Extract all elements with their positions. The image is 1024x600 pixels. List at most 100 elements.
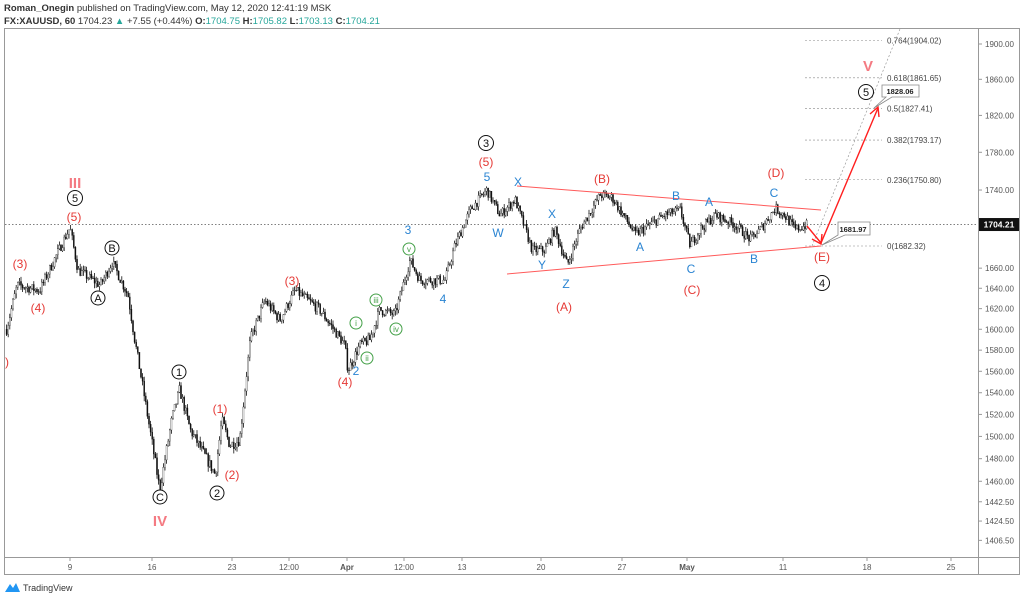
candle-body — [153, 439, 155, 455]
candle-body — [719, 212, 721, 223]
candle-body — [33, 284, 35, 291]
wave-circle — [171, 364, 187, 380]
candle-body — [341, 340, 344, 344]
arrowhead-icon — [811, 233, 823, 246]
candle-body — [777, 204, 779, 214]
fibonacci-extension[interactable]: 0.764(1904.02) 0.618(1861.65) 0.5(1827.41)… — [805, 36, 942, 251]
candle-body — [797, 225, 800, 231]
lower-trendline[interactable] — [506, 245, 822, 275]
candle-body — [52, 266, 54, 271]
callout-1828[interactable]: 1828.06 — [873, 84, 920, 109]
candle-body — [497, 204, 499, 214]
candle-body — [97, 280, 99, 287]
candle-body — [172, 410, 174, 419]
wave-label: 5 — [484, 170, 491, 184]
candle-body — [311, 300, 313, 303]
candle-body — [162, 467, 165, 484]
author[interactable]: Roman_Onegin — [4, 3, 75, 14]
candle-body — [436, 278, 438, 285]
wave-circle — [858, 84, 874, 100]
candle-body — [237, 442, 240, 446]
candle-body — [319, 304, 321, 314]
candle-body — [98, 284, 101, 287]
wave-label: (4) — [338, 375, 353, 389]
candle-body — [663, 215, 665, 217]
candle-body — [228, 436, 230, 447]
candle-body — [527, 229, 529, 242]
candle-body — [706, 219, 709, 222]
candle-body — [461, 227, 464, 237]
candle-body — [217, 453, 219, 473]
candle-body — [537, 247, 539, 253]
candle-body — [292, 290, 294, 296]
candle-body — [185, 407, 187, 411]
candle-body — [285, 303, 288, 312]
wave-label: 2 — [353, 364, 360, 378]
candle-body — [665, 211, 667, 217]
candle-body — [735, 226, 737, 230]
candle-body — [49, 265, 51, 275]
candle-body — [119, 279, 121, 283]
candle-body — [372, 332, 374, 335]
candle-body — [511, 202, 513, 209]
candle-body — [156, 457, 158, 475]
candle-body — [389, 308, 392, 314]
candle-body — [705, 219, 707, 231]
wave-label: (3) — [13, 257, 28, 271]
price-tick-label: 1406.50 — [985, 536, 1014, 545]
candle-body — [309, 299, 312, 301]
price-axis[interactable]: 1900.00 1860.00 1820.00 1780.00 1740.00 1660.… — [978, 40, 1014, 545]
callout-1681[interactable]: 1681.97 — [821, 221, 871, 246]
candle-body — [557, 234, 560, 244]
price-tick-label: 1424.50 — [985, 517, 1014, 526]
time-tick-label: Apr — [340, 563, 354, 572]
candle-body — [730, 217, 733, 223]
candle-body — [149, 424, 152, 433]
price-tick-label: 1480.00 — [985, 455, 1014, 464]
wave-label: B — [672, 189, 680, 203]
candle-body — [423, 283, 425, 285]
candle-body — [653, 219, 656, 221]
candle-body — [242, 406, 245, 424]
candle-body — [388, 308, 390, 311]
candle-body — [305, 293, 307, 295]
candle-body — [794, 224, 797, 229]
candle-body — [261, 302, 264, 308]
candle-body — [121, 280, 123, 283]
candle-body — [732, 222, 734, 228]
projection-arrows[interactable] — [806, 105, 880, 246]
candle-body — [183, 397, 185, 411]
candle-body — [487, 187, 489, 198]
candle-body — [783, 212, 785, 217]
candle-body — [399, 291, 401, 300]
candle-body — [589, 213, 592, 215]
wave-label: ) — [5, 355, 9, 369]
candle-body — [801, 229, 803, 231]
candle-body — [453, 243, 456, 252]
time-axis[interactable]: 9 16 23 12:00 Apr 12:00 13 20 27 May 11 18 25 — [68, 557, 956, 572]
price-tick-label: 1740.00 — [985, 186, 1014, 195]
candle-body — [95, 280, 97, 284]
candle-body — [140, 368, 142, 378]
candle-body — [613, 202, 616, 204]
upper-trendline[interactable] — [516, 185, 822, 211]
candle-body — [549, 239, 552, 244]
candle-body — [10, 308, 13, 318]
tradingview-logo[interactable]: TradingView — [5, 583, 73, 593]
candle-body — [684, 223, 686, 227]
candle-body — [380, 307, 382, 311]
candle-body — [725, 221, 728, 223]
candle-body — [74, 247, 77, 260]
wave-circle — [67, 190, 83, 206]
wave-label: iii — [373, 296, 379, 305]
candle-body — [493, 200, 496, 202]
candle-body — [281, 319, 283, 322]
symbol-line: FX:XAUUSD, 60 1704.23 ▲ +7.55 (+0.44%) O… — [4, 16, 380, 27]
candle-body — [194, 434, 197, 436]
candle-body — [469, 206, 472, 210]
channel-line[interactable] — [811, 28, 901, 247]
price-tick-label: 1780.00 — [985, 148, 1014, 157]
candle-body — [631, 227, 633, 231]
candle-body — [207, 453, 209, 467]
